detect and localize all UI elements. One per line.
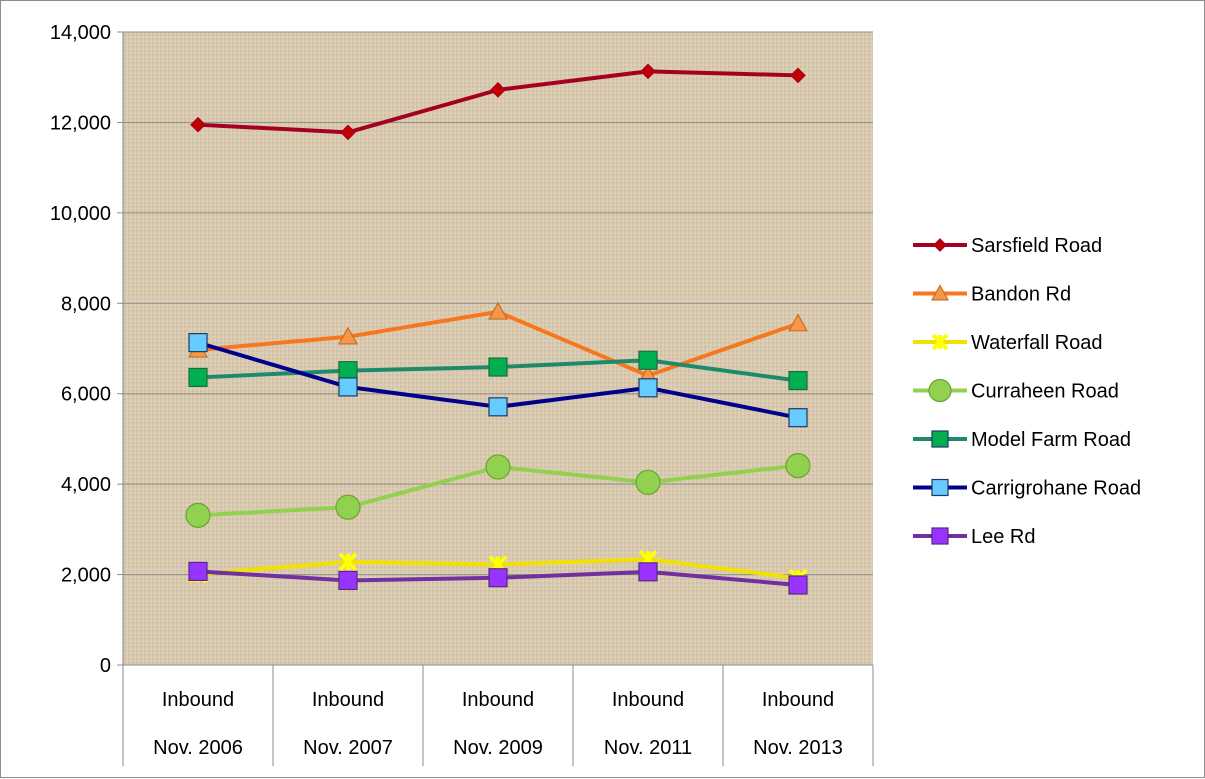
data-point [338,552,358,572]
data-point [488,397,508,417]
data-point [635,469,661,495]
y-tick-label: 4,000 [61,474,111,496]
legend-marker [931,527,949,545]
data-point [337,326,359,345]
data-point [340,124,356,141]
data-point [638,378,658,398]
y-tick-label: 12,000 [50,112,111,134]
data-point [488,357,508,377]
data-point [185,502,211,528]
series-layer [185,63,811,595]
x-category-label-line2: Nov. 2013 [753,737,843,759]
data-point [188,367,208,388]
legend-marker [931,478,949,497]
data-point [788,408,808,428]
legend-label: Bandon Rd [971,284,1071,306]
data-point [638,350,658,370]
y-tick-label: 14,000 [50,22,111,44]
legend-item: Model Farm Road [913,429,1131,451]
x-category-label-line1: Inbound [162,689,234,711]
legend-label: Carrigrohane Road [971,478,1141,500]
x-category-label-line2: Nov. 2009 [453,737,543,759]
legend-label: Model Farm Road [971,429,1131,451]
data-point [490,82,506,98]
legend-marker [931,333,949,351]
x-category-label-line2: Nov. 2007 [303,737,393,759]
series-carrigrohane-road [188,333,808,428]
legend-marker [930,284,950,301]
y-tick-label: 10,000 [50,203,111,225]
data-point [188,561,208,582]
legend-label: Lee Rd [971,526,1036,548]
data-point [788,575,808,595]
data-point [788,371,808,391]
data-point [188,333,208,353]
legend-label: Curraheen Road [971,381,1119,403]
data-point [790,67,806,84]
data-point [638,562,658,582]
x-category-label-line2: Nov. 2006 [153,737,243,759]
series-lee-rd [188,561,808,595]
legend-item: Sarsfield Road [913,235,1102,257]
x-category-label-line2: Nov. 2011 [604,737,692,759]
data-point [338,377,358,397]
legend: Sarsfield Road Bandon Rd Waterfall Road Cur… [913,235,1141,548]
data-point [190,116,206,133]
data-point [338,570,358,591]
x-category-label-line1: Inbound [312,689,384,711]
data-point [487,301,509,320]
x-category-label-line1: Inbound [612,689,684,711]
legend-marker [933,238,947,252]
data-point [488,568,508,588]
legend-marker [928,378,952,403]
series-curraheen-road [185,453,811,528]
x-category-label-line1: Inbound [762,689,834,711]
data-point [640,63,656,80]
legend-label: Waterfall Road [971,332,1103,354]
y-tick-label: 0 [100,655,111,677]
data-point [785,453,811,479]
y-tick-label: 6,000 [61,384,111,406]
legend-item: Bandon Rd [913,284,1071,306]
legend-item: Carrigrohane Road [913,478,1141,500]
data-point [338,361,358,381]
legend-item: Curraheen Road [913,378,1119,403]
x-category-label-line1: Inbound [462,689,534,711]
y-tick-label: 8,000 [61,293,111,315]
axes: 0 2,000 4,000 6,000 8,000 10,000 12,000 14,000 I… [50,22,874,766]
legend-item: Lee Rd [913,526,1036,548]
y-tick-label: 2,000 [61,565,111,587]
data-point [335,494,361,520]
data-point [485,454,511,480]
legend-label: Sarsfield Road [971,235,1102,257]
series-sarsfield-road [190,63,806,141]
legend-item: Waterfall Road [913,332,1103,354]
legend-marker [931,430,949,448]
data-point [787,313,809,332]
